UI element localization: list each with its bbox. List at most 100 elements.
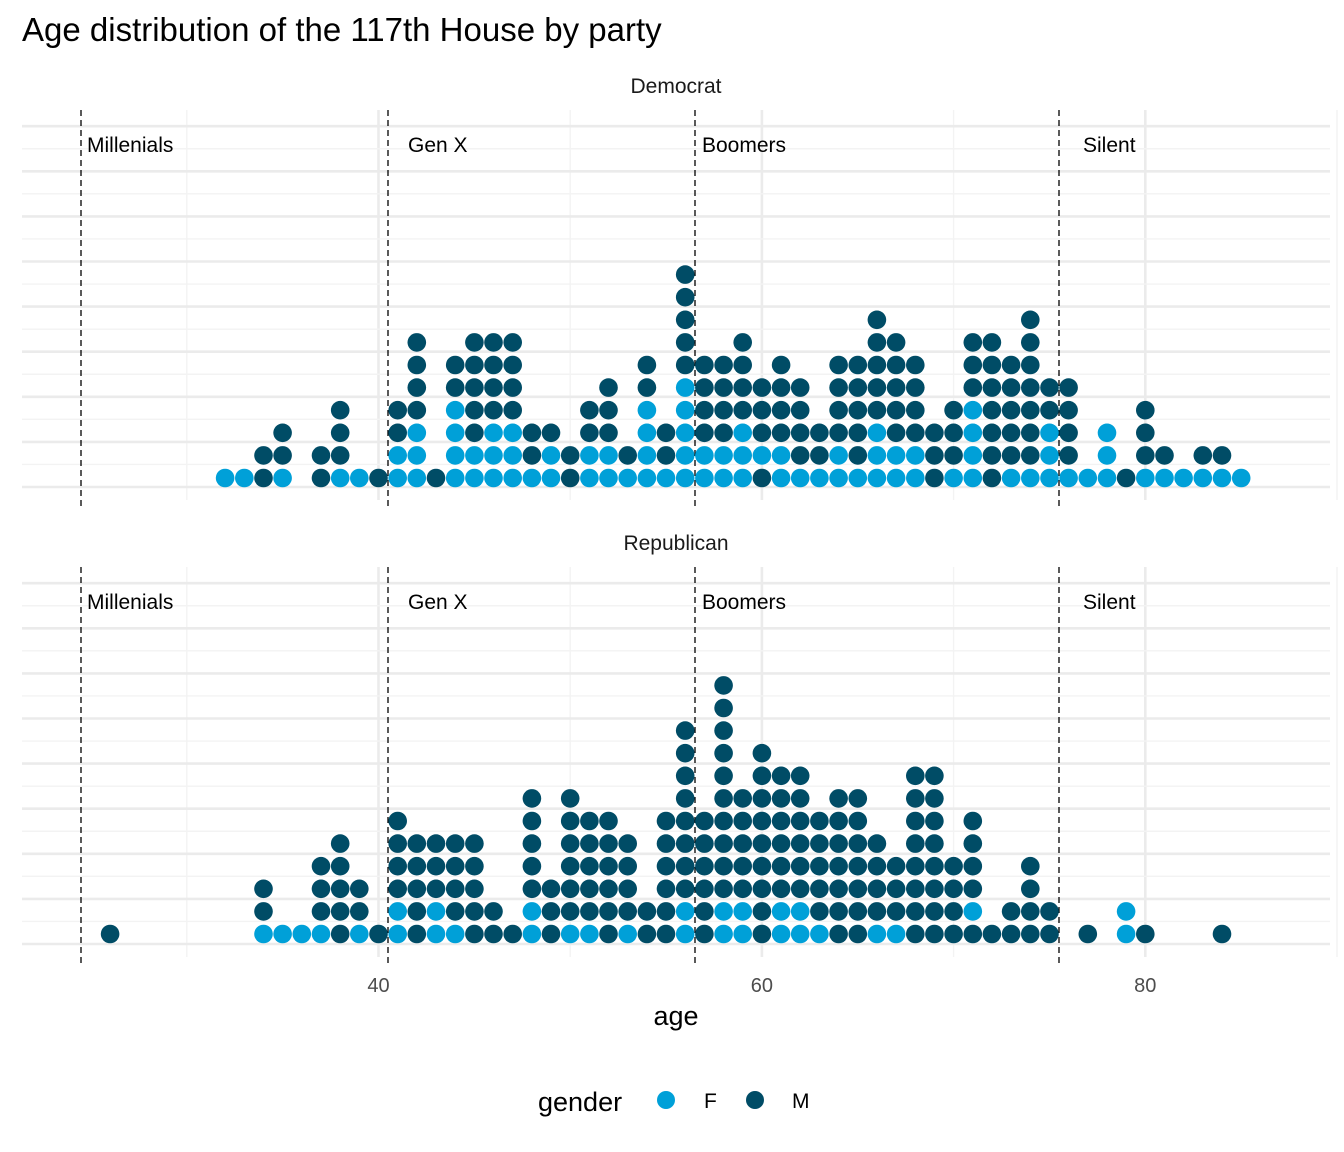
dot-f [560,924,580,944]
dot-m [906,879,925,899]
dot-m [752,400,772,420]
dot-m [388,856,408,876]
dot-m [350,902,369,921]
dot-m [675,811,695,831]
dot-m [829,811,848,831]
generation-label: Boomers [702,591,786,614]
dot-f [886,924,906,944]
dot-m [771,879,791,899]
dot-m [580,856,599,876]
dot-f [829,468,848,488]
dot-m [925,902,944,921]
dot-m [982,446,1002,465]
dot-m [675,766,695,786]
dot-m [1021,423,1040,443]
dot-m [829,924,848,944]
dot-f [963,400,983,420]
dot-m [369,468,388,488]
dot-f [733,468,752,488]
dot-m [1021,378,1040,397]
dot-f [963,423,983,443]
dot-m [656,423,676,443]
dot-m [407,856,427,876]
dot-f [388,924,408,944]
dot-m [714,423,733,443]
dot-m [407,400,427,420]
dot-m [407,834,427,853]
dot-m [848,902,868,921]
dot-m [695,856,714,876]
dot-m [867,834,887,853]
dot-m [848,856,868,876]
dot-m [637,924,657,944]
dot-m [580,879,599,899]
dot-m [541,902,561,921]
dot-m [714,355,733,375]
dot-m [790,834,810,853]
dot-m [982,378,1002,397]
dot-m [1193,446,1213,465]
dot-m [714,811,733,831]
dot-f [637,468,657,488]
dot-m [1059,446,1078,465]
dot-m [867,856,887,876]
dot-m [906,924,925,944]
dot-m [580,400,599,420]
dot-f [273,924,292,944]
dot-f [675,468,695,488]
dot-f [445,468,465,488]
dot-m [656,902,676,921]
dot-m [944,856,963,876]
dot-m [829,789,848,808]
x-tick-label: 60 [751,975,773,997]
dot-m [522,834,542,853]
generation-label: Millenials [87,591,173,614]
dot-m [790,378,810,397]
dot-m [484,924,503,944]
dot-f [675,423,695,443]
dot-m [560,856,580,876]
dot-f [963,446,983,465]
dot-m [714,879,733,899]
dot-m [790,400,810,420]
dot-m [656,834,676,853]
dot-m [675,265,695,284]
dot-m [810,446,829,465]
dot-m [925,856,944,876]
dot-m [925,789,944,808]
dot-m [886,400,906,420]
generation-label: Millenials [87,134,173,157]
dot-m [1155,446,1174,465]
dot-m [906,423,925,443]
dot-m [963,856,983,876]
dot-f [790,924,810,944]
dot-m [771,834,791,853]
dot-m [906,789,925,808]
dot-m [886,879,906,899]
dot-m [963,879,983,899]
dot-f [445,423,465,443]
dot-m [982,333,1002,352]
dot-m [541,423,561,443]
legend: gender F M [538,1087,810,1117]
x-axis: age 40 60 80 [367,975,1156,1031]
dot-f [1193,468,1213,488]
generation-label: Silent [1083,134,1136,157]
dot-f [503,423,522,443]
dot-m [906,856,925,876]
dot-m [1021,446,1040,465]
dot-f [580,446,599,465]
dot-m [618,856,637,876]
dot-m [829,834,848,853]
dot-f [445,446,465,465]
dot-m [445,856,465,876]
dot-m [618,879,637,899]
dot-f [675,902,695,921]
dot-m [733,333,752,352]
x-tick-label: 40 [367,975,389,997]
dot-m [790,789,810,808]
dot-m [1021,902,1040,921]
dot-m [522,856,542,876]
dot-m [695,924,714,944]
dot-m [580,902,599,921]
